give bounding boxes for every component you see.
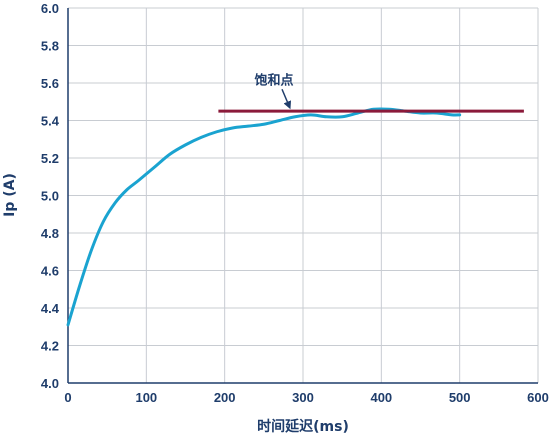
x-tick-label: 600: [527, 390, 549, 405]
y-axis-title: Ip (A): [2, 173, 18, 217]
saturation-point-arrow: [281, 88, 292, 110]
y-tick-label: 5.4: [41, 114, 60, 129]
grid-lines: [67, 7, 539, 384]
saturation-point-label: 饱和点: [254, 72, 294, 88]
y-tick-label: 4.2: [41, 339, 59, 354]
x-tick-label: 0: [64, 390, 71, 405]
x-tick-label: 300: [292, 390, 314, 405]
x-tick-labels: 0 100 200 300 400 500 600: [64, 390, 548, 405]
y-tick-label: 5.2: [41, 151, 59, 166]
y-tick-label: 6.0: [41, 1, 59, 16]
y-tick-label: 4.0: [41, 376, 59, 391]
y-tick-label: 4.8: [41, 226, 59, 241]
y-tick-label: 4.4: [41, 301, 60, 316]
x-tick-label: 200: [214, 390, 236, 405]
x-tick-label: 500: [449, 390, 471, 405]
y-tick-label: 5.0: [41, 189, 59, 204]
series-line: [66, 107, 462, 327]
y-tick-labels: 4.0 4.2 4.4 4.6 4.8 5.0 5.2 5.4 5.6 5.8 6.0: [41, 1, 60, 391]
y-tick-label: 5.8: [41, 39, 59, 54]
y-tick-label: 5.6: [41, 76, 59, 91]
y-tick-label: 4.6: [41, 264, 59, 279]
x-axis-title: 时间延迟(ms): [257, 418, 349, 435]
x-tick-label: 100: [135, 390, 157, 405]
series-group: [66, 107, 462, 327]
x-tick-label: 400: [370, 390, 392, 405]
